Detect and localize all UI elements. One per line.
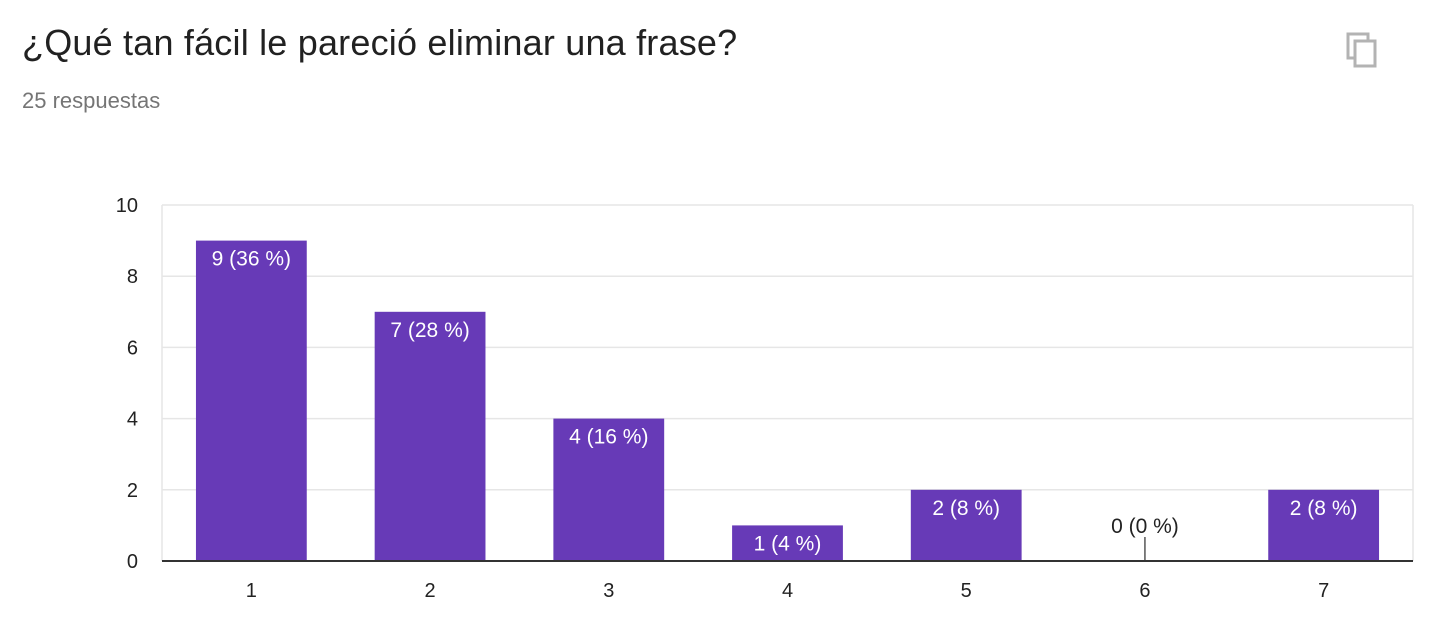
y-tick-label: 8 <box>127 266 138 288</box>
y-tick-label: 4 <box>127 409 138 431</box>
page-title: ¿Qué tan fácil le pareció eliminar una f… <box>22 22 738 63</box>
y-tick-label: 6 <box>127 337 138 359</box>
x-tick-label: 5 <box>961 580 972 602</box>
y-axis: 0 2 4 6 8 10 <box>116 195 138 573</box>
x-tick-label: 7 <box>1318 580 1329 602</box>
bar <box>553 418 665 561</box>
bars: 9 (36 %) 7 (28 %) 4 (16 %) 1 (4 %) 2 (8 %) 0 … <box>195 240 1380 561</box>
copy-chart-button[interactable] <box>1340 28 1384 72</box>
response-count: 25 respuestas <box>22 88 161 113</box>
bar-data-label: 2 (8 %) <box>1290 497 1358 520</box>
y-tick-label: 2 <box>127 480 138 502</box>
bar <box>1268 489 1380 561</box>
copy-icon <box>1346 32 1377 68</box>
bar-data-label: 9 (36 %) <box>212 248 291 271</box>
bar <box>910 489 1022 561</box>
bar-data-label: 1 (4 %) <box>754 532 822 555</box>
bar-data-label: 2 (8 %) <box>932 497 1000 520</box>
y-tick-label: 0 <box>127 551 138 573</box>
x-tick-label: 1 <box>246 580 257 602</box>
x-axis: 1 2 3 4 5 6 7 <box>162 560 1413 602</box>
bar <box>732 525 843 561</box>
x-tick-label: 4 <box>782 580 793 602</box>
x-tick-label: 6 <box>1139 580 1150 602</box>
bar-data-label: 4 (16 %) <box>569 426 648 449</box>
bar <box>195 240 307 561</box>
bar-data-label: 0 (0 %) <box>1111 515 1179 538</box>
x-tick-label: 3 <box>603 580 614 602</box>
grid-lines <box>161 204 1414 561</box>
bar <box>374 311 486 561</box>
x-tick-label: 2 <box>425 580 436 602</box>
bar-data-label: 7 (28 %) <box>390 319 469 342</box>
y-tick-label: 10 <box>116 195 138 217</box>
